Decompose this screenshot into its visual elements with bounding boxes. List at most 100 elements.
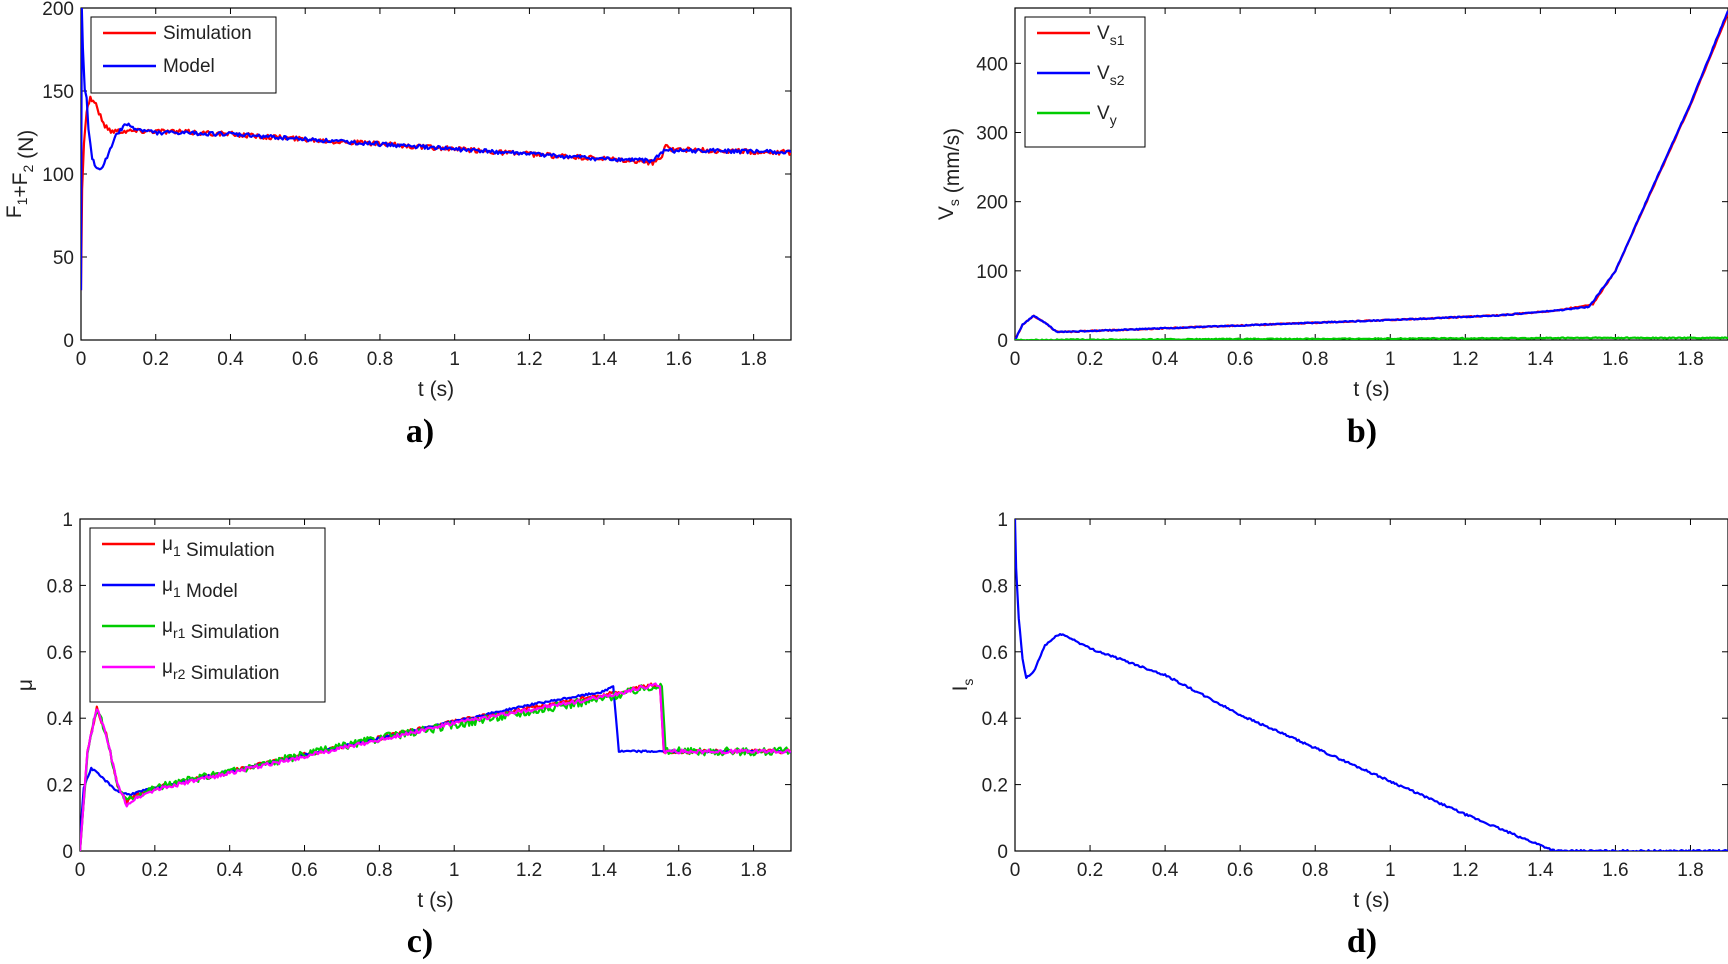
x-axis-label: t (s): [1353, 378, 1389, 401]
y-axis-label: F1+F2 (N): [3, 130, 38, 219]
x-tick-label: 1.8: [740, 349, 766, 370]
series-line-model: [81, 8, 791, 291]
x-tick-label: 0.4: [216, 860, 243, 881]
y-tick-label: 0.6: [982, 643, 1008, 664]
y-tick-label: 0: [997, 331, 1008, 352]
y-tick-label: 1: [62, 510, 73, 531]
x-tick-label: 0: [75, 860, 86, 881]
x-tick-label: 1.2: [1452, 349, 1478, 370]
legend-box: [1024, 16, 1146, 148]
panel-a: 0 0.2 0.4 0.6 0.8 1 1.2 1.4 1.6 1.8 0 50 100 150 200 t …: [3, 0, 792, 450]
y-tick-label: 100: [42, 165, 74, 186]
axes-box: [1014, 518, 1728, 852]
x-tick-label: 0.4: [217, 349, 244, 370]
x-axis-label: t (s): [418, 378, 454, 401]
y-tick-label: 0: [63, 331, 74, 352]
y-tick-label: 0.6: [47, 643, 73, 664]
panel-caption: d): [1347, 923, 1377, 960]
y-tick-label: 0.2: [982, 776, 1008, 797]
x-tick-label: 1.8: [1677, 860, 1703, 881]
panel-caption: b): [1347, 413, 1377, 450]
x-tick-label: 1.2: [1452, 860, 1478, 881]
x-tick-label: 1: [449, 860, 460, 881]
x-tick-label: 1: [1385, 349, 1396, 370]
x-tick-label: 0.2: [1077, 349, 1103, 370]
legend: Simulation Model: [90, 16, 277, 94]
y-axis-label: Vs (mm/s): [935, 128, 964, 220]
series-line-vy: [1015, 336, 1728, 340]
legend-label: μ1 Model: [162, 575, 238, 602]
y-tick-label: 0: [62, 842, 73, 863]
x-tick-label: 0.8: [367, 349, 393, 370]
x-tick-label: 1.4: [1527, 349, 1554, 370]
x-tick-label: 1: [449, 349, 460, 370]
y-tick-label: 1: [997, 510, 1008, 531]
legend-label: Simulation: [163, 23, 252, 44]
y-axis-label: Is: [949, 679, 976, 692]
y-tick-label: 150: [42, 82, 74, 103]
panel-b: 0 0.2 0.4 0.6 0.8 1 1.2 1.4 1.6 1.8 0 100 200 300 400 t…: [935, 7, 1728, 450]
x-tick-label: 1.6: [666, 860, 692, 881]
legend-label: μr1 Simulation: [162, 616, 279, 643]
y-tick-label: 0.4: [982, 709, 1009, 730]
x-tick-label: 0: [76, 349, 87, 370]
legend-label: μr2 Simulation: [162, 657, 279, 684]
panel-caption: a): [406, 413, 434, 450]
x-tick-label: 1.4: [1527, 860, 1554, 881]
y-tick-label: 200: [976, 193, 1008, 214]
x-axis-label: t (s): [417, 889, 453, 912]
x-tick-label: 0.6: [1227, 860, 1253, 881]
x-tick-label: 1.2: [516, 860, 542, 881]
x-tick-label: 1: [1385, 860, 1396, 881]
series-line-vs2: [1015, 10, 1728, 340]
y-tick-label: 0: [997, 842, 1008, 863]
x-tick-label: 1.6: [666, 349, 692, 370]
y-tick-label: 0.8: [982, 576, 1008, 597]
series-line-μr2-simulation: [80, 682, 791, 851]
x-tick-label: 0.6: [1227, 349, 1253, 370]
x-tick-label: 1.8: [1677, 349, 1703, 370]
x-tick-label: 0.2: [143, 349, 169, 370]
x-tick-label: 1.8: [740, 860, 766, 881]
legend-label: μ1 Simulation: [162, 534, 275, 561]
x-tick-label: 0.4: [1152, 349, 1179, 370]
x-axis-label: t (s): [1353, 889, 1389, 912]
x-tick-label: 0.8: [1302, 860, 1328, 881]
x-tick-label: 1.6: [1602, 860, 1628, 881]
legend: μ1 Simulation μ1 Model μr1 Simulation μr2 S…: [89, 527, 326, 703]
y-tick-label: 300: [976, 124, 1008, 145]
x-tick-label: 0.8: [1302, 349, 1328, 370]
y-axis-label: μ: [14, 679, 37, 691]
x-tick-label: 1.4: [591, 349, 618, 370]
x-tick-label: 0.4: [1152, 860, 1179, 881]
y-tick-label: 400: [976, 54, 1008, 75]
legend-label: Vs1: [1097, 23, 1125, 48]
legend-label: Model: [163, 56, 215, 77]
y-tick-label: 0.2: [47, 776, 73, 797]
y-tick-label: 0.4: [47, 709, 74, 730]
x-tick-label: 1.4: [591, 860, 618, 881]
y-tick-label: 50: [53, 248, 74, 269]
legend: Vs1 Vs2 Vy: [1024, 16, 1146, 148]
x-tick-label: 0.8: [366, 860, 392, 881]
x-tick-label: 1.6: [1602, 349, 1628, 370]
x-tick-label: 0.2: [142, 860, 168, 881]
x-tick-label: 0: [1010, 860, 1021, 881]
legend-box: [90, 16, 277, 94]
panel-c: 0 0.2 0.4 0.6 0.8 1 1.2 1.4 1.6 1.8 0 0.2 0.4 0.6 0.8 1…: [14, 510, 792, 960]
y-tick-label: 0.8: [47, 576, 73, 597]
panel-caption: c): [407, 923, 433, 960]
legend-label: Vy: [1097, 103, 1117, 128]
x-tick-label: 0.2: [1077, 860, 1103, 881]
y-tick-label: 200: [42, 0, 74, 20]
x-tick-label: 0: [1010, 349, 1021, 370]
x-tick-label: 1.2: [516, 349, 542, 370]
legend-label: Vs2: [1097, 63, 1125, 88]
legend-box: [89, 527, 326, 703]
x-tick-label: 0.6: [292, 349, 318, 370]
y-tick-label: 100: [976, 262, 1008, 283]
x-tick-label: 0.6: [291, 860, 317, 881]
series-line-is: [1015, 519, 1728, 851]
panel-d: 0 0.2 0.4 0.6 0.8 1 1.2 1.4 1.6 1.8 0 0.2 0.4 0.6 0.8 1…: [949, 510, 1728, 960]
